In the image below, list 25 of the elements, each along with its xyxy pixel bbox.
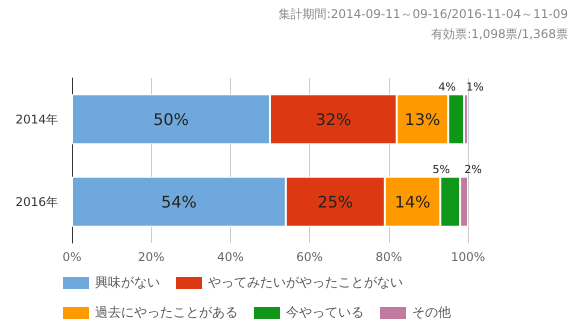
y-tick-label: 2016年 [15,194,58,209]
text: 有効票:1,098票/1,368票 [431,27,568,41]
x-tick-label: 0% [62,250,82,264]
data-label: 54% [161,192,197,212]
data-label: 50% [153,110,189,129]
x-tick-label: 100% [450,250,486,264]
x-tick-label: 20% [138,250,165,264]
data-label: 13% [404,110,440,129]
data-label: 4% [438,80,456,94]
x-tick-label: 40% [217,250,244,264]
x-tick-label: 80% [375,250,402,264]
text: 集計期間:2014-09-11～09-16/2016-11-04～11-09 [278,7,568,21]
data-label: 32% [316,110,352,129]
legend-label: 今やっている [286,306,364,320]
data-label: 25% [318,192,354,212]
legend-label: その他 [412,306,451,320]
legend-label: やってみたいがやったことがない [208,276,403,290]
data-label: 14% [394,192,430,212]
data-label: 2% [464,162,482,176]
data-label: 1% [466,80,484,94]
x-tick-label: 60% [296,250,323,264]
y-tick-label: 2014年 [15,112,58,126]
legend-label: 興味がない [95,276,160,290]
data-label: 5% [432,162,450,176]
legend-label: 過去にやったことがある [95,306,238,320]
